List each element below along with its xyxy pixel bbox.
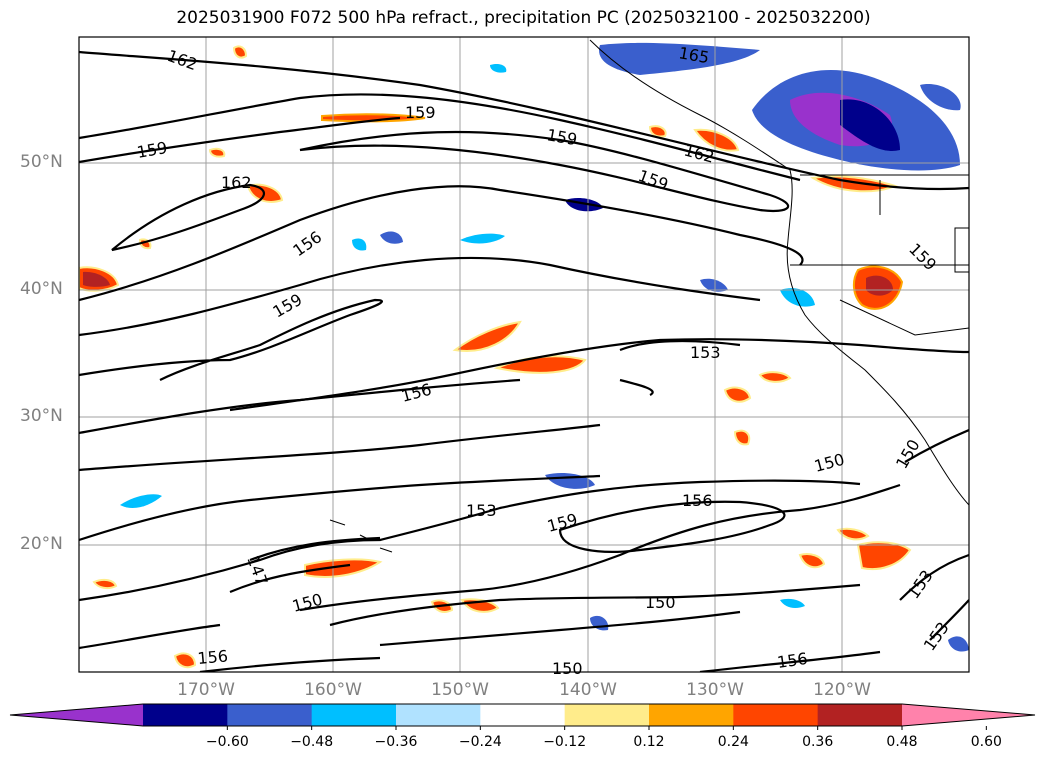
colorbar-segment: [817, 704, 903, 726]
colorbar-extend-max: [902, 704, 1035, 726]
colorbar-segment: [396, 704, 481, 726]
colorbar-segment: [480, 704, 566, 726]
contour-label: 150: [812, 450, 846, 476]
colorbar-tick-label: −0.12: [543, 734, 587, 750]
colorbar-segment: [227, 704, 313, 726]
lon-label: 140°W: [559, 680, 617, 700]
colorbar-segment: [733, 704, 819, 726]
precip-positive-regions: [79, 45, 912, 669]
contour-label: 159: [545, 510, 579, 536]
contour-label: 162: [221, 173, 252, 192]
lon-label: 150°W: [431, 680, 489, 700]
precip-negative-regions: [120, 42, 969, 652]
colorbar: [9, 703, 1036, 730]
colorbar-tick-label: 0.48: [886, 734, 918, 750]
colorbar-tick-label: −0.36: [374, 734, 418, 750]
contour-label: 159: [135, 138, 168, 162]
lat-label: 40°N: [20, 279, 63, 299]
colorbar-tick-label: −0.48: [290, 734, 334, 750]
lat-label: 50°N: [20, 152, 63, 172]
lon-label: 120°W: [813, 680, 871, 700]
contour-label: 156: [776, 649, 809, 672]
contour-label: 159: [405, 103, 436, 122]
contour-label: 153: [466, 501, 497, 520]
contour-label: 153: [690, 343, 721, 362]
colorbar-tick-label: −0.60: [205, 734, 249, 750]
colorbar-segment: [564, 704, 650, 726]
coastlines: [329, 39, 969, 553]
refractivity-contours: [79, 50, 969, 672]
contour-label: 159: [905, 239, 940, 274]
contour-label: 159: [636, 166, 671, 194]
contour-label: 150: [290, 590, 324, 616]
colorbar-tick-label: 0.12: [633, 734, 665, 750]
colorbar-tick-label: −0.24: [458, 734, 502, 750]
contour-label: 162: [165, 46, 200, 74]
lat-label: 20°N: [20, 534, 63, 554]
colorbar-tick-label: 0.24: [717, 734, 749, 750]
contour-label: 159: [270, 290, 306, 322]
colorbar-outline: [9, 703, 1036, 727]
contour-label: 150: [552, 659, 583, 678]
colorbar-extend-min: [10, 704, 143, 726]
contour-label: 156: [197, 646, 229, 668]
contour-label: 153: [920, 618, 953, 654]
lon-label: 130°W: [686, 680, 744, 700]
colorbar-tick-label: 0.60: [970, 734, 1002, 750]
map-title: 2025031900 F072 500 hPa refract., precip…: [176, 8, 871, 28]
lat-label: 30°N: [20, 406, 63, 426]
colorbar-segment: [143, 704, 228, 726]
lon-label: 170°W: [177, 680, 235, 700]
contour-label: 159: [545, 125, 578, 149]
contour-label: 156: [682, 491, 713, 510]
lon-label: 160°W: [304, 680, 362, 700]
colorbar-segment: [311, 704, 397, 726]
map-frame: [78, 36, 970, 673]
contour-label: 156: [289, 227, 325, 260]
colorbar-tick-label: 0.36: [802, 734, 834, 750]
colorbar-segment: [649, 704, 734, 726]
contour-label: 153: [904, 566, 937, 602]
contour-label: 150: [645, 593, 676, 612]
